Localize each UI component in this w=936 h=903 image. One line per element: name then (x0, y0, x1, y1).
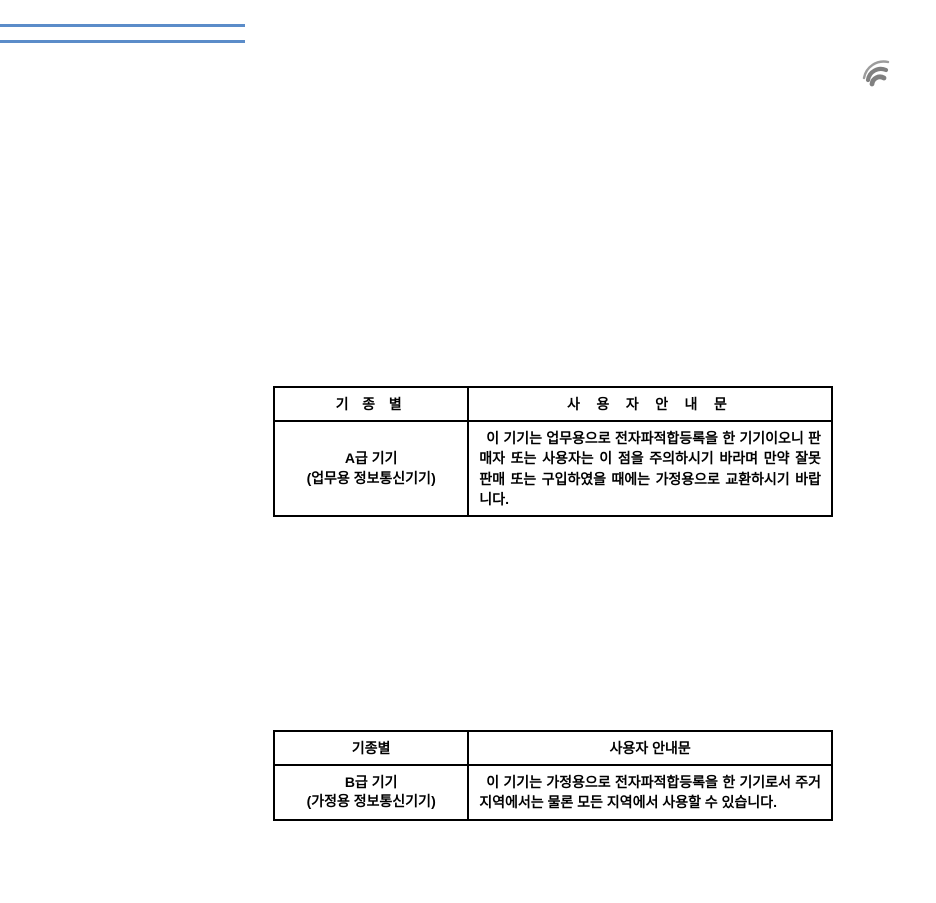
class-a-title: A급 기기 (345, 450, 398, 466)
table-class-a: 기 종 별 사 용 자 안 내 문 A급 기기 (업무용 정보통신기기) 이 기… (273, 386, 833, 517)
table-a-notice-text: 이 기기는 업무용으로 전자파적합등록을 한 기기이오니 판매자 또는 사용자는… (468, 421, 832, 516)
header-rule-top (0, 24, 245, 27)
class-a-subtitle: (업무용 정보통신기기) (307, 470, 436, 486)
table-a-device-class: A급 기기 (업무용 정보통신기기) (274, 421, 468, 516)
table-row: A급 기기 (업무용 정보통신기기) 이 기기는 업무용으로 전자파적합등록을 … (274, 421, 832, 516)
table-a-header-right: 사 용 자 안 내 문 (468, 387, 832, 421)
table-b-device-class: B급 기기 (가정용 정보통신기기) (274, 765, 468, 820)
table-row: B급 기기 (가정용 정보통신기기) 이 기기는 가정용으로 전자파적합등록을 … (274, 765, 832, 820)
table-b-header-left: 기종별 (274, 731, 468, 765)
class-b-subtitle: (가정용 정보통신기기) (307, 793, 436, 809)
classification-table-b: 기종별 사용자 안내문 B급 기기 (가정용 정보통신기기) 이 기기는 가정용… (273, 730, 833, 821)
swirl-icon (858, 58, 894, 96)
table-b-header-right: 사용자 안내문 (468, 731, 832, 765)
class-b-title: B급 기기 (345, 774, 398, 790)
classification-table-a: 기 종 별 사 용 자 안 내 문 A급 기기 (업무용 정보통신기기) 이 기… (273, 386, 833, 517)
header-rule-bottom (0, 40, 245, 43)
table-b-notice-text: 이 기기는 가정용으로 전자파적합등록을 한 기기로서 주거지역에서는 물론 모… (468, 765, 832, 820)
table-a-header-left: 기 종 별 (274, 387, 468, 421)
table-class-b: 기종별 사용자 안내문 B급 기기 (가정용 정보통신기기) 이 기기는 가정용… (273, 730, 833, 821)
